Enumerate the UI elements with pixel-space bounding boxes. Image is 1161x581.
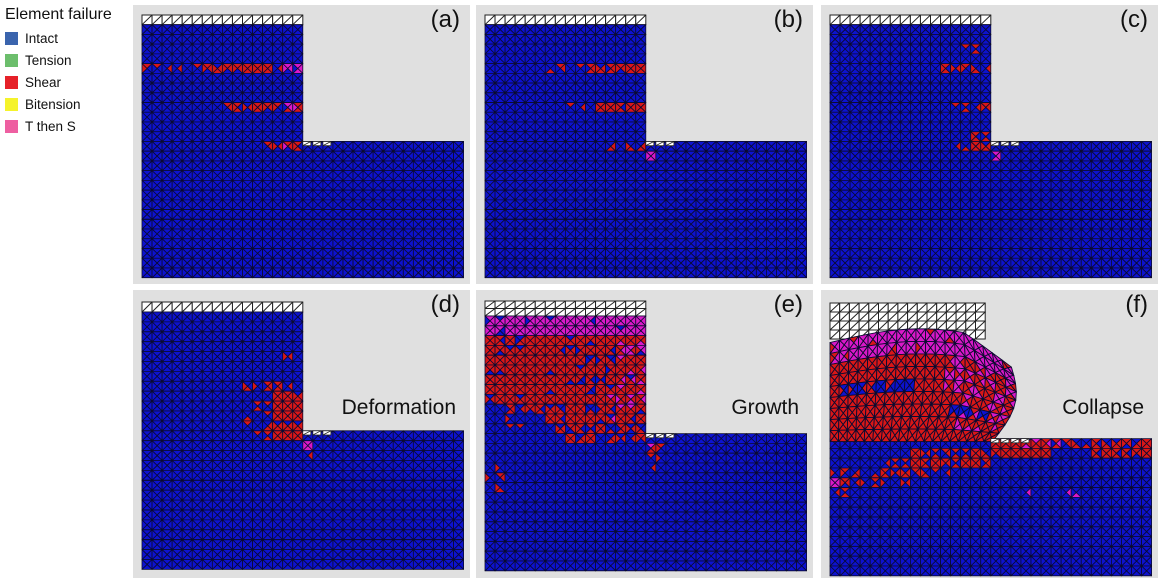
mesh-panel-a <box>141 14 465 279</box>
mesh-panel-e <box>484 300 808 572</box>
legend: Element failure Intact Tension Shear Bit… <box>5 6 130 141</box>
mesh-panel-d <box>141 301 465 570</box>
legend-label: Shear <box>25 75 62 90</box>
panel-label-e: (e) <box>773 291 803 318</box>
legend-item-bitension: Bitension <box>5 97 130 112</box>
phase-label-collapse: Collapse <box>1062 396 1144 419</box>
panel-label-a: (a) <box>430 6 460 33</box>
phase-label-growth: Growth <box>731 396 799 419</box>
legend-title: Element failure <box>5 6 112 23</box>
mesh-panel-c <box>829 14 1153 279</box>
intact-swatch <box>5 32 18 45</box>
legend-label: Bitension <box>25 97 81 112</box>
panel-a: (a) <box>133 5 470 284</box>
panel-label-d: (d) <box>430 291 460 318</box>
panel-c: (c) <box>821 5 1158 284</box>
legend-item-shear: Shear <box>5 75 130 90</box>
legend-label: Intact <box>25 31 59 46</box>
mesh-panel-b <box>484 14 808 279</box>
legend-item-intact: Intact <box>5 31 130 46</box>
panel-label-b: (b) <box>773 6 803 33</box>
panel-f: (f) Collapse <box>821 290 1158 578</box>
phase-label-deformation: Deformation <box>341 396 456 419</box>
panel-d: (d) Deformation <box>133 290 470 578</box>
mesh-panel-f <box>829 302 1153 577</box>
bitension-swatch <box>5 98 18 111</box>
tension-swatch <box>5 54 18 67</box>
legend-label: T then S <box>25 119 76 134</box>
panel-b: (b) <box>476 5 813 284</box>
panel-e: (e) Growth <box>476 290 813 578</box>
shear-swatch <box>5 76 18 89</box>
t-then-s-swatch <box>5 120 18 133</box>
legend-item-tthens: T then S <box>5 119 130 134</box>
panel-label-f: (f) <box>1125 291 1148 318</box>
panel-label-c: (c) <box>1120 6 1148 33</box>
legend-label: Tension <box>25 53 72 68</box>
legend-item-tension: Tension <box>5 53 130 68</box>
